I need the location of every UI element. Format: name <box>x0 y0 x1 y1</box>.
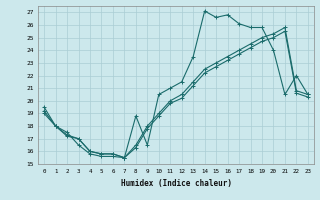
X-axis label: Humidex (Indice chaleur): Humidex (Indice chaleur) <box>121 179 231 188</box>
